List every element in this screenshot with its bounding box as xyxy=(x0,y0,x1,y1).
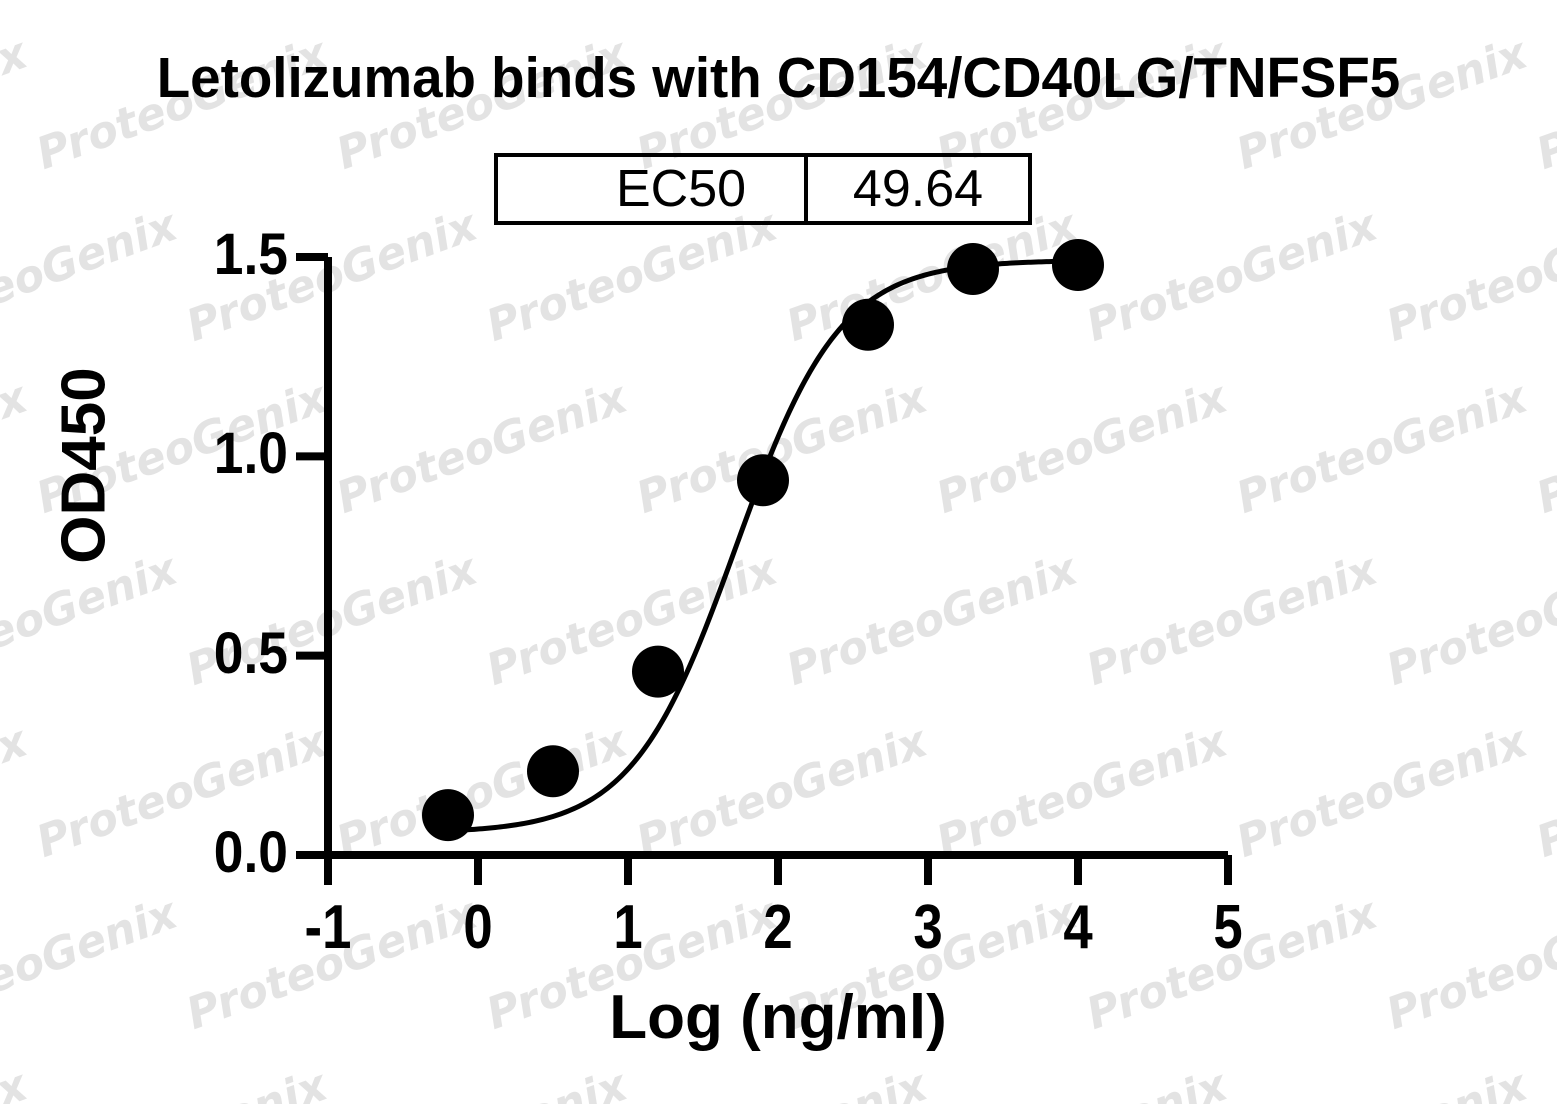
y-tick-label: 0.0 xyxy=(213,820,288,885)
y-tick-label: 1.0 xyxy=(213,421,288,487)
x-axis-title: Log (ng/ml) xyxy=(609,983,947,1052)
fit-curve xyxy=(445,258,1081,834)
data-point xyxy=(1052,238,1104,291)
data-point xyxy=(737,454,789,507)
y-tick-label: 1.5 xyxy=(213,222,288,287)
page-title: Letolizumab binds with CD154/CD40LG/TNFS… xyxy=(156,46,1401,110)
data-point xyxy=(632,645,684,698)
x-tick-label: 1 xyxy=(613,893,643,962)
x-tick-label: 0 xyxy=(463,893,493,962)
data-point xyxy=(527,745,579,798)
x-tick-label: 2 xyxy=(763,893,793,962)
fit-curve-group xyxy=(445,258,1081,834)
data-point xyxy=(422,789,474,842)
data-point xyxy=(947,242,999,295)
y-tick-label: 0.5 xyxy=(213,620,288,686)
data-point xyxy=(842,298,894,351)
axes-group xyxy=(296,253,1232,885)
ec50-value-cell: 49.64 xyxy=(852,160,984,218)
x-tick-label: -1 xyxy=(304,893,352,962)
ec50-label-cell: EC50 xyxy=(498,157,808,221)
x-tick-label: 3 xyxy=(913,893,943,962)
x-tick-label: 5 xyxy=(1213,893,1243,962)
ec50-table: EC50 49.64 xyxy=(494,153,1032,225)
data-points-group xyxy=(422,238,1104,842)
x-tick-label: 4 xyxy=(1063,893,1093,962)
